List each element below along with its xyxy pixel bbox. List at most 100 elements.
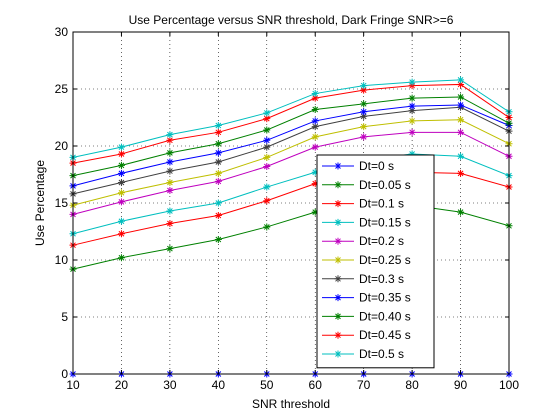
data-point-marker: [457, 152, 465, 160]
data-point-marker: [263, 126, 271, 134]
legend: Dt=0 s Dt=0.05 s Dt=0.1 s Dt=0.15 s Dt=0.2 s…: [316, 154, 435, 369]
x-tick-label: 30: [163, 378, 177, 392]
legend-label: Dt=0.15 s: [359, 215, 411, 229]
data-point-marker: [360, 100, 368, 108]
data-point-marker: [408, 102, 416, 110]
y-tick-label: 0: [61, 367, 68, 381]
series-line: [72, 96, 510, 177]
data-point-marker: [263, 153, 271, 161]
legend-marker: [334, 312, 342, 320]
data-point-marker: [408, 117, 416, 125]
data-point-marker: [214, 235, 222, 243]
legend-entry: Dt=0.1 s: [322, 197, 404, 211]
legend-marker: [334, 294, 342, 302]
data-point-marker: [408, 78, 416, 86]
x-tick-label: 90: [454, 378, 468, 392]
data-point-marker: [263, 163, 271, 171]
legend-marker: [334, 256, 342, 264]
chart-title: Use Percentage versus SNR threshold, Dar…: [129, 13, 454, 27]
data-point-marker: [457, 128, 465, 136]
data-point-marker: [214, 199, 222, 207]
data-point-marker: [263, 143, 271, 151]
legend-marker: [334, 350, 342, 358]
legend-entry: Dt=0.35 s: [322, 291, 411, 305]
series-line: [72, 83, 510, 164]
legend-entry: Dt=0.45 s: [322, 328, 411, 342]
x-tick-label: 70: [357, 378, 371, 392]
data-point-marker: [166, 149, 174, 157]
data-point-marker: [360, 86, 368, 94]
data-point-marker: [214, 158, 222, 166]
data-point-marker: [311, 180, 319, 188]
legend-label: Dt=0.2 s: [359, 234, 404, 248]
x-tick-label: 100: [499, 378, 519, 392]
data-point-marker: [263, 109, 271, 117]
series-line: [72, 171, 510, 246]
y-tick-label: 15: [55, 196, 69, 210]
legend-entry: Dt=0.5 s: [322, 347, 404, 361]
y-tick-label: 25: [55, 82, 69, 96]
x-tick-label: 10: [66, 378, 80, 392]
data-point-marker: [117, 150, 125, 158]
legend-entry: Dt=0.25 s: [322, 253, 411, 267]
axis-ticks: 10 20 30 40 50 60 70 80 90 100 0 5 10 15 20 25 30: [55, 25, 520, 392]
legend-marker: [334, 162, 342, 170]
data-point-marker: [117, 230, 125, 238]
legend-marker: [334, 275, 342, 283]
data-point-marker: [214, 140, 222, 148]
y-tick-label: 5: [61, 310, 68, 324]
data-point-marker: [263, 183, 271, 191]
legend-label: Dt=0.40 s: [359, 309, 411, 323]
data-point-marker: [311, 123, 319, 131]
data-point-marker: [117, 198, 125, 206]
legend-marker: [334, 237, 342, 245]
data-point-marker: [214, 128, 222, 136]
data-point-marker: [166, 245, 174, 253]
data-point-marker: [311, 133, 319, 141]
data-point-marker: [457, 116, 465, 124]
x-axis-label: SNR threshold: [252, 397, 330, 411]
data-point-marker: [311, 94, 319, 102]
series-line: [72, 202, 510, 270]
data-point-marker: [214, 149, 222, 157]
data-point-marker: [166, 207, 174, 215]
data-point-marker: [117, 143, 125, 151]
legend-label: Dt=0.3 s: [359, 272, 404, 286]
legend-label: Dt=0 s: [359, 159, 394, 173]
x-tick-label: 60: [309, 378, 323, 392]
legend-label: Dt=0.05 s: [359, 178, 411, 192]
data-point-marker: [117, 254, 125, 262]
legend-entry: Dt=0.05 s: [322, 178, 411, 192]
data-point-marker: [457, 93, 465, 101]
data-point-marker: [263, 197, 271, 205]
data-point-marker: [117, 178, 125, 186]
data-point-marker: [457, 101, 465, 109]
legend-marker: [334, 331, 342, 339]
series-5: [69, 116, 513, 209]
data-point-marker: [311, 90, 319, 98]
data-point-marker: [214, 177, 222, 185]
data-point-marker: [360, 108, 368, 116]
data-point-marker: [408, 107, 416, 115]
x-tick-label: 80: [405, 378, 419, 392]
data-point-marker: [117, 189, 125, 197]
series-line: [72, 131, 510, 215]
data-point-marker: [166, 178, 174, 186]
legend-label: Dt=0.5 s: [359, 347, 404, 361]
data-point-marker: [166, 136, 174, 144]
series-line: [72, 119, 510, 206]
legend-entry: Dt=0.2 s: [322, 234, 404, 248]
data-point-marker: [457, 80, 465, 88]
legend-entry: Dt=0.40 s: [322, 309, 411, 323]
data-point-marker: [360, 123, 368, 131]
data-point-marker: [166, 167, 174, 175]
data-point-marker: [311, 106, 319, 114]
legend-label: Dt=0.1 s: [359, 197, 404, 211]
data-point-marker: [117, 169, 125, 177]
series-line: [72, 153, 510, 235]
data-point-marker: [311, 208, 319, 216]
series-line: [72, 79, 510, 158]
data-point-marker: [360, 133, 368, 141]
data-point-marker: [311, 117, 319, 125]
